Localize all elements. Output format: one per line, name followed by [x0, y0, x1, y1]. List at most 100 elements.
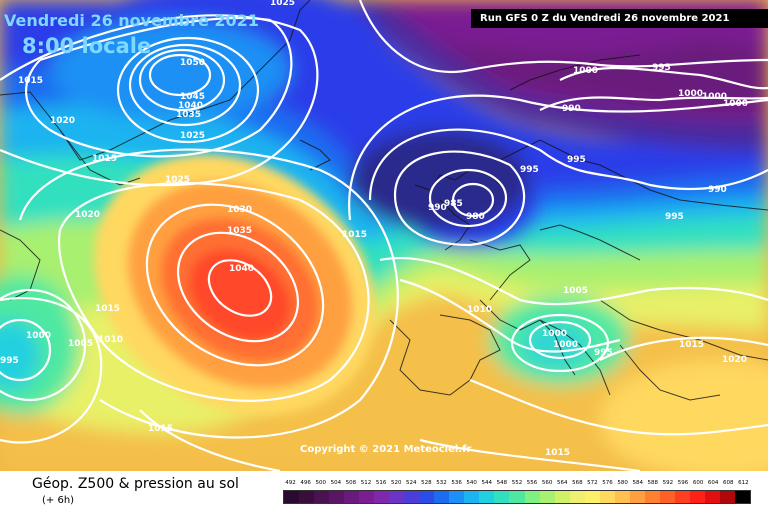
isobar-label: 1020 — [722, 355, 747, 365]
scale-value-label: 540 — [466, 480, 477, 486]
isobar-label: 1000 — [542, 329, 567, 339]
scale-value-label: 536 — [451, 480, 462, 486]
scale-value-label: 568 — [572, 480, 583, 486]
scale-swatch — [359, 491, 375, 503]
scale-value-label: 580 — [617, 480, 628, 486]
run-label: Run GFS 0 Z du Vendredi 26 novembre 2021 — [471, 9, 768, 28]
forecast-date: Vendredi 26 novembre 2021 — [4, 11, 259, 30]
scale-swatch — [734, 491, 750, 503]
scale-value-label: 608 — [723, 480, 734, 486]
isobar-label: 985 — [444, 199, 463, 209]
copyright-text: Copyright © 2021 Meteociel.fr — [300, 444, 472, 455]
scale-value-label: 500 — [315, 480, 326, 486]
isobar-label: 1045 — [180, 92, 205, 102]
isobar-label: 1015 — [545, 448, 570, 458]
scale-value-label: 496 — [300, 480, 311, 486]
scale-swatch — [449, 491, 465, 503]
isobar-label: 1050 — [180, 58, 205, 68]
scale-value-label: 572 — [587, 480, 598, 486]
scale-value-label: 548 — [496, 480, 508, 486]
isobar-label: 995 — [652, 63, 671, 73]
scale-swatch — [284, 491, 300, 503]
isobar-label: 995 — [520, 165, 539, 175]
scale-value-label: 560 — [541, 480, 553, 486]
isobar-label: 1000 — [26, 331, 51, 341]
isobar-label: 980 — [466, 212, 485, 222]
isobar-label: 1015 — [95, 304, 120, 314]
scale-value-label: 604 — [707, 480, 719, 486]
scale-value-label: 512 — [360, 480, 372, 486]
scale-value-label: 524 — [406, 480, 417, 486]
scale-swatch — [554, 491, 570, 503]
scale-value-label: 516 — [375, 480, 387, 486]
isobar-label: 1040 — [178, 101, 203, 111]
scale-swatch — [659, 491, 675, 503]
scale-value-label: 564 — [556, 480, 568, 486]
isobar-label: 990 — [562, 104, 581, 114]
scale-value-label: 556 — [526, 480, 538, 486]
isobar-labels: 1025 1050 1045 1040 1035 1025 1015 1020 … — [0, 0, 748, 458]
scale-value-label: 576 — [602, 480, 613, 486]
isobar-label: 1025 — [165, 175, 190, 185]
scale-swatch — [464, 491, 480, 503]
forecast-time: 8:00 locale — [22, 34, 152, 58]
isobar-label: 1000 — [573, 66, 598, 76]
scale-value-label: 504 — [330, 480, 342, 486]
isobar-label: 995 — [665, 212, 684, 222]
scale-swatch — [524, 491, 540, 503]
isobar-label: 1010 — [467, 305, 492, 315]
isobar-label: 1015 — [148, 424, 173, 434]
scale-swatch — [404, 491, 420, 503]
scale-value-label: 600 — [692, 480, 704, 486]
scale-swatch — [689, 491, 705, 503]
isobar-label: 1000 — [678, 89, 703, 99]
legend-title: Géop. Z500 & pression au sol — [32, 476, 239, 492]
isobar-label: 990 — [428, 203, 447, 213]
scale-swatch — [494, 491, 510, 503]
isobar-label: 1020 — [50, 116, 75, 126]
scale-value-label: 532 — [436, 480, 447, 486]
scale-swatch — [479, 491, 495, 503]
map-svg: 1025 1050 1045 1040 1035 1025 1015 1020 … — [0, 0, 768, 471]
legend-panel: Géop. Z500 & pression au sol (+ 6h) 492 4… — [0, 471, 768, 512]
isobar-label: 1000 — [553, 340, 578, 350]
scale-swatch — [329, 491, 345, 503]
isobar-label: 1025 — [180, 131, 205, 141]
scale-swatch — [299, 491, 315, 503]
isobar-label: 1035 — [227, 226, 252, 236]
scale-value-label: 528 — [421, 480, 432, 486]
scale-value-label: 492 — [285, 480, 296, 486]
scale-swatch — [374, 491, 390, 503]
scale-swatch — [509, 491, 525, 503]
scale-swatch — [629, 491, 645, 503]
color-scale-labels: 492 496 500 504 508 512 516 520 524 528 532 536 540 5… — [283, 480, 751, 486]
scale-swatch — [584, 491, 600, 503]
isobar-label: 1030 — [227, 205, 252, 215]
scale-swatch — [389, 491, 405, 503]
scale-swatch — [704, 491, 720, 503]
isobar-label: 1015 — [342, 230, 367, 240]
scale-value-label: 508 — [345, 480, 357, 486]
weather-map: 1025 1050 1045 1040 1035 1025 1015 1020 … — [0, 0, 768, 471]
color-scale-bar — [283, 490, 751, 504]
scale-swatch — [614, 491, 630, 503]
scale-swatch — [344, 491, 360, 503]
scale-value-label: 584 — [632, 480, 643, 486]
isobar-label: 1035 — [176, 110, 201, 120]
scale-value-label: 520 — [390, 480, 402, 486]
isobar-label: 1025 — [270, 0, 295, 8]
isobar-label: 1005 — [68, 339, 93, 349]
scale-swatch — [599, 491, 615, 503]
geopotential-field — [0, 0, 768, 471]
isobar-label: 995 — [594, 348, 613, 358]
isobar-label: 1010 — [98, 335, 123, 345]
scale-value-label: 552 — [511, 480, 523, 486]
scale-swatch — [674, 491, 690, 503]
isobar-label: 1015 — [18, 76, 43, 86]
scale-value-label: 544 — [481, 480, 493, 486]
scale-swatch — [434, 491, 450, 503]
scale-value-label: 592 — [662, 480, 674, 486]
scale-swatch — [569, 491, 585, 503]
isobar-label: 1015 — [92, 154, 117, 164]
isobar-label: 995 — [567, 155, 586, 165]
